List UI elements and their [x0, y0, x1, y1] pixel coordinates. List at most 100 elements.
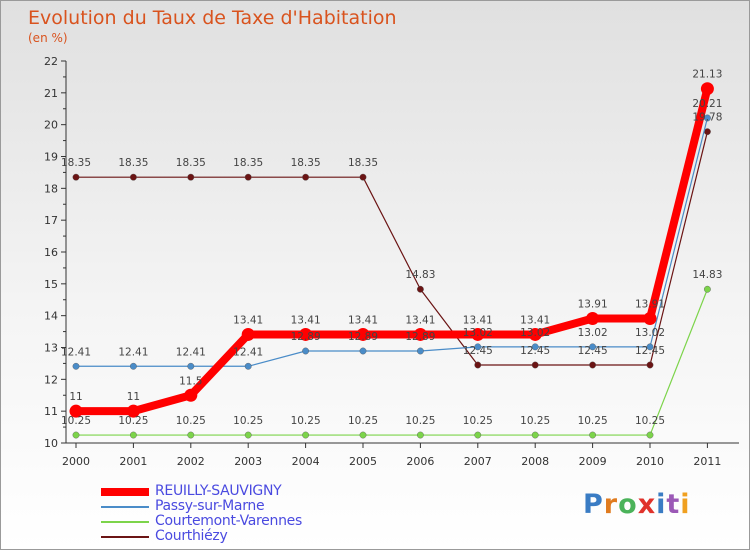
point-courthiezy	[187, 173, 195, 181]
data-label-courtemont: 10.25	[61, 415, 91, 427]
y-tick-label: 10	[44, 437, 58, 450]
x-ticks: 2000 2001 2002 2003 2004 2005 2006 2007 2008 2009…	[62, 443, 721, 468]
point-courtemont	[531, 431, 539, 439]
point-reuilly	[299, 327, 313, 341]
data-label-courthiezy: 18.35	[348, 157, 378, 169]
data-label-courthiezy: 12.45	[520, 345, 550, 357]
data-label-courtemont: 10.25	[578, 415, 608, 427]
legend-swatch-reuilly	[101, 488, 149, 496]
data-label-courtemont: 10.25	[291, 415, 321, 427]
point-passy	[359, 347, 367, 355]
logo-letter: P	[583, 489, 604, 520]
series-line-courthiezy	[75, 131, 709, 366]
data-label-courtemont: 10.25	[520, 415, 550, 427]
point-reuilly	[356, 327, 370, 341]
point-passy	[589, 343, 596, 351]
point-reuilly	[241, 327, 255, 341]
point-reuilly	[700, 82, 714, 96]
point-passy	[244, 362, 252, 370]
point-reuilly	[126, 404, 140, 418]
point-courtemont	[187, 431, 195, 439]
x-tick-label: 2001	[119, 455, 147, 468]
data-label-courtemont: 10.25	[348, 415, 378, 427]
point-courthiezy	[359, 173, 367, 181]
point-reuilly	[528, 327, 542, 341]
data-label-passy: 12.89	[291, 331, 321, 343]
data-label-courthiezy: 18.35	[118, 157, 148, 169]
data-label-courthiezy: 12.45	[635, 345, 665, 357]
proxiti-logo: Proxiti	[583, 489, 691, 520]
point-courthiezy	[589, 361, 596, 369]
series-layer	[69, 82, 714, 439]
legend-label-reuilly: REUILLY-SAUVIGNY	[155, 483, 282, 499]
x-tick-label: 2011	[693, 455, 721, 468]
point-courtemont	[416, 431, 424, 439]
point-courthiezy	[244, 173, 252, 181]
chart-unit-label: (en %)	[28, 31, 68, 45]
data-label-courtemont: 10.25	[405, 415, 435, 427]
data-label-passy: 13.02	[578, 327, 608, 339]
y-tick-label: 15	[44, 278, 58, 291]
data-label-courtemont: 10.25	[176, 415, 206, 427]
point-courthiezy	[646, 361, 654, 369]
point-courtemont	[589, 431, 596, 439]
y-tick-label: 21	[44, 87, 58, 100]
y-tick-label: 11	[44, 405, 58, 418]
data-label-reuilly: 13.41	[405, 314, 435, 326]
point-courthiezy	[704, 128, 711, 136]
data-label-passy: 12.41	[176, 346, 206, 358]
point-passy	[531, 343, 539, 351]
point-courtemont	[474, 431, 482, 439]
x-tick-label: 2000	[62, 455, 90, 468]
data-label-courtemont: 10.25	[233, 415, 263, 427]
data-label-passy: 12.41	[233, 346, 263, 358]
data-label-courthiezy: 18.35	[233, 157, 263, 169]
data-label-passy: 12.41	[118, 346, 148, 358]
data-label-reuilly: 13.91	[635, 299, 665, 311]
data-label-reuilly: 13.41	[291, 314, 321, 326]
logo-letter: t	[666, 489, 681, 520]
point-courtemont	[244, 431, 252, 439]
data-label-courtemont: 10.25	[118, 415, 148, 427]
x-tick-label: 2005	[349, 455, 377, 468]
data-label-reuilly: 13.41	[463, 314, 493, 326]
data-label-passy: 13.02	[635, 327, 665, 339]
legend-swatch-passy	[101, 506, 149, 508]
data-label-passy: 13.02	[463, 327, 493, 339]
point-courtemont	[359, 431, 367, 439]
logo-letter: o	[618, 489, 638, 520]
data-label-courtemont: 10.25	[463, 415, 493, 427]
point-passy	[187, 362, 195, 370]
point-courthiezy	[129, 173, 137, 181]
point-passy	[474, 343, 482, 351]
x-tick-label: 2010	[636, 455, 664, 468]
data-label-reuilly: 13.91	[578, 299, 608, 311]
y-tick-label: 16	[44, 246, 58, 259]
legend-swatch-courtemont	[101, 521, 149, 523]
data-label-passy: 13.02	[520, 327, 550, 339]
y-tick-label: 19	[44, 151, 58, 164]
point-courthiezy	[474, 361, 482, 369]
point-courtemont	[129, 431, 137, 439]
x-tick-label: 2006	[406, 455, 434, 468]
point-courthiezy	[302, 173, 309, 181]
data-label-passy: 20.21	[692, 98, 722, 110]
y-tick-label: 17	[44, 214, 58, 227]
legend-label-passy: Passy-sur-Marne	[155, 498, 265, 514]
data-label-reuilly: 11	[69, 391, 82, 403]
data-label-courtemont: 14.83	[692, 269, 722, 281]
y-tick-label: 20	[44, 119, 58, 132]
y-tick-label: 12	[44, 373, 58, 386]
series-line-reuilly	[72, 84, 712, 416]
point-reuilly	[471, 327, 485, 341]
data-label-courthiezy: 14.83	[405, 269, 435, 281]
point-courtemont	[72, 431, 80, 439]
x-tick-label: 2003	[234, 455, 262, 468]
data-label-passy: 12.89	[348, 331, 378, 343]
point-passy	[129, 362, 137, 370]
series-line-passy	[75, 117, 709, 367]
chart-title: Evolution du Taux de Taxe d'Habitation	[28, 7, 397, 29]
legend-label-courtemont: Courtemont-Varennes	[155, 513, 302, 529]
point-passy	[646, 343, 654, 351]
